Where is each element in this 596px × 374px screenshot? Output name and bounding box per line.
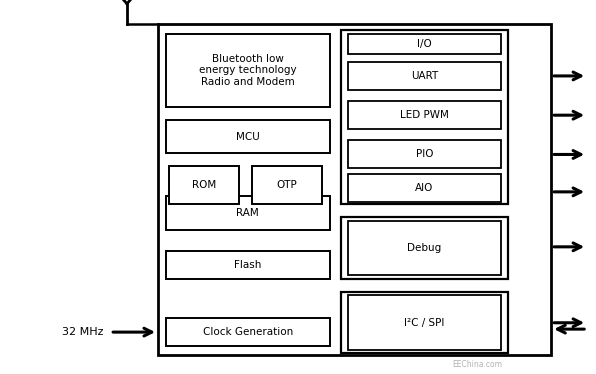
Bar [348, 221, 501, 275]
Text: LED PWM: LED PWM [400, 110, 449, 120]
Text: Clock Generation: Clock Generation [203, 327, 293, 337]
Bar [158, 24, 551, 355]
Bar [166, 196, 330, 230]
Bar [166, 318, 330, 346]
Bar [348, 140, 501, 168]
Text: EEChina.com: EEChina.com [452, 360, 502, 369]
Bar [166, 34, 330, 107]
Text: PIO: PIO [415, 149, 433, 159]
Text: Flash: Flash [234, 260, 261, 270]
Text: MCU: MCU [236, 132, 259, 141]
Bar [166, 120, 330, 153]
Text: RAM: RAM [236, 208, 259, 218]
Bar [166, 251, 330, 279]
Text: UART: UART [411, 71, 438, 81]
Text: I²C / SPI: I²C / SPI [404, 318, 445, 328]
Bar [169, 166, 239, 204]
Bar [341, 217, 508, 279]
Bar [348, 62, 501, 90]
Text: I/O: I/O [417, 39, 432, 49]
Bar [341, 30, 508, 204]
Text: ROM: ROM [192, 180, 216, 190]
Bar [348, 295, 501, 350]
Bar [252, 166, 322, 204]
Text: Debug: Debug [407, 243, 442, 253]
Bar [348, 34, 501, 54]
Text: OTP: OTP [277, 180, 297, 190]
Text: Bluetooth low
energy technology
Radio and Modem: Bluetooth low energy technology Radio an… [199, 53, 296, 87]
Text: AIO: AIO [415, 183, 433, 193]
Bar [341, 292, 508, 353]
Bar [348, 174, 501, 202]
Text: 32 MHz: 32 MHz [61, 327, 103, 337]
Bar [348, 101, 501, 129]
